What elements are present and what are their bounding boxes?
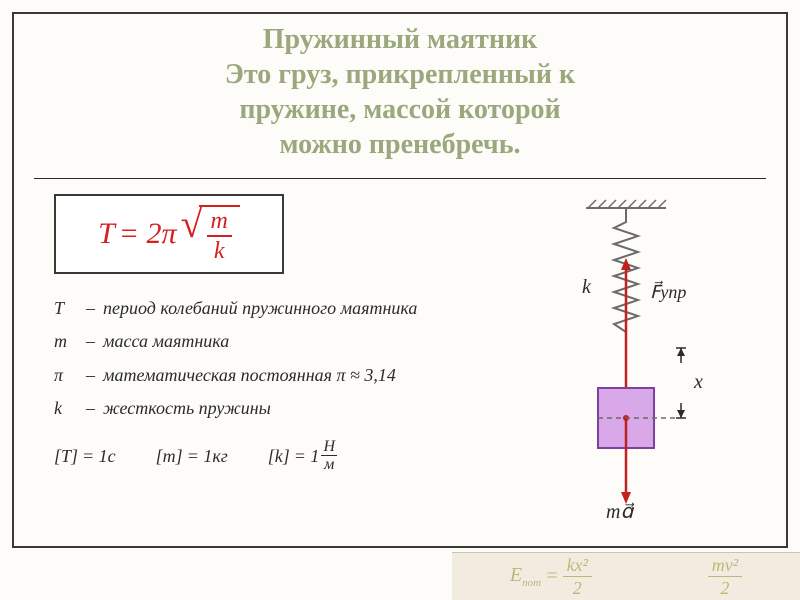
eq: = [545,565,559,588]
units-row: [T] = 1с [m] = 1кг [k] = 1 Н м [54,439,494,473]
legend-row: k – жесткость пружины [54,392,494,425]
unit-rhs-prefix: = 1 [294,446,320,467]
legend-text: масса маятника [103,325,229,358]
legend-row: π – математическая постоянная π ≈ 3,14 [54,359,494,392]
diagram-svg: k F⃗упр x mg⃗ [526,198,726,518]
legend-row: m – масса маятника [54,325,494,358]
spring-label-k: k [582,276,592,298]
content-area: T = 2π √ m k T – период колебаний пружин… [54,194,494,473]
energy-mv: mv² 2 [708,556,742,597]
frac-top: kx² [563,556,592,577]
title-line4: можно пренебречь. [279,129,520,160]
sqrt-body: m k [199,205,240,263]
energy-kx: Eпот = kx² 2 [510,556,592,597]
unit-k: [k] = 1 Н м [268,439,337,473]
unit-m: [m] = 1кг [156,439,228,473]
legend-sym: T [54,292,78,325]
formula-box: T = 2π √ m k [54,194,284,274]
force-up-arrow [621,258,631,270]
title-line3: пружине, массой которой [239,94,560,125]
legend-sym: m [54,325,78,358]
frac-top: Н [321,439,337,456]
frac-top: mv² [708,556,742,577]
unit-T: [T] = 1с [54,439,116,473]
slide-title: Пружинный маятник Это груз, прикрепленны… [14,14,786,162]
energy-formulas: Eпот = kx² 2 mv² 2 [452,552,800,600]
force-up-label: F⃗упр [650,281,686,302]
frac-mv: mv² 2 [708,556,742,597]
legend-text: жесткость пружины [103,392,271,425]
unit-lhs: [k] [268,446,290,467]
legend-dash: – [86,392,95,425]
x-arrow-down [677,410,685,418]
mg-label: mg⃗ [606,501,634,518]
spring-pendulum-diagram: k F⃗упр x mg⃗ [526,198,726,518]
frac-kx: kx² 2 [563,556,592,597]
frac-bot: м [324,456,334,473]
slide-frame: Пружинный маятник Это груз, прикрепленны… [12,12,788,548]
legend-sym: k [54,392,78,425]
legend-dash: – [86,292,95,325]
frac-bot: 2 [720,577,729,597]
unit-rhs: = 1с [82,446,116,467]
legend-sym: π [54,359,78,392]
period-formula: T = 2π √ m k [98,205,240,263]
legend: T – период колебаний пружинного маятника… [54,292,494,425]
legend-dash: – [86,359,95,392]
formula-lhs: T [98,217,115,251]
formula-eq: = 2π [119,217,177,251]
x-label: x [693,371,703,393]
legend-row: T – период колебаний пружинного маятника [54,292,494,325]
title-line1: Пружинный маятник [263,24,538,55]
sqrt-numerator: m [207,209,232,237]
divider [34,178,766,179]
sqrt-wrap: √ m k [181,205,240,263]
frac-bot: 2 [573,577,582,597]
unit-fraction: Н м [321,439,337,473]
x-arrow-up [677,348,685,356]
legend-dash: – [86,325,95,358]
ceiling-hatch [588,200,666,208]
title-line2: Это груз, прикрепленный к [225,59,575,90]
legend-text: математическая постоянная π ≈ 3,14 [103,359,396,392]
unit-lhs: [m] [156,446,183,467]
sqrt-denominator: k [214,237,225,263]
unit-rhs: = 1кг [187,446,228,467]
legend-text: период колебаний пружинного маятника [103,292,417,325]
energy-label: Eпот [510,564,541,589]
unit-lhs: [T] [54,446,78,467]
